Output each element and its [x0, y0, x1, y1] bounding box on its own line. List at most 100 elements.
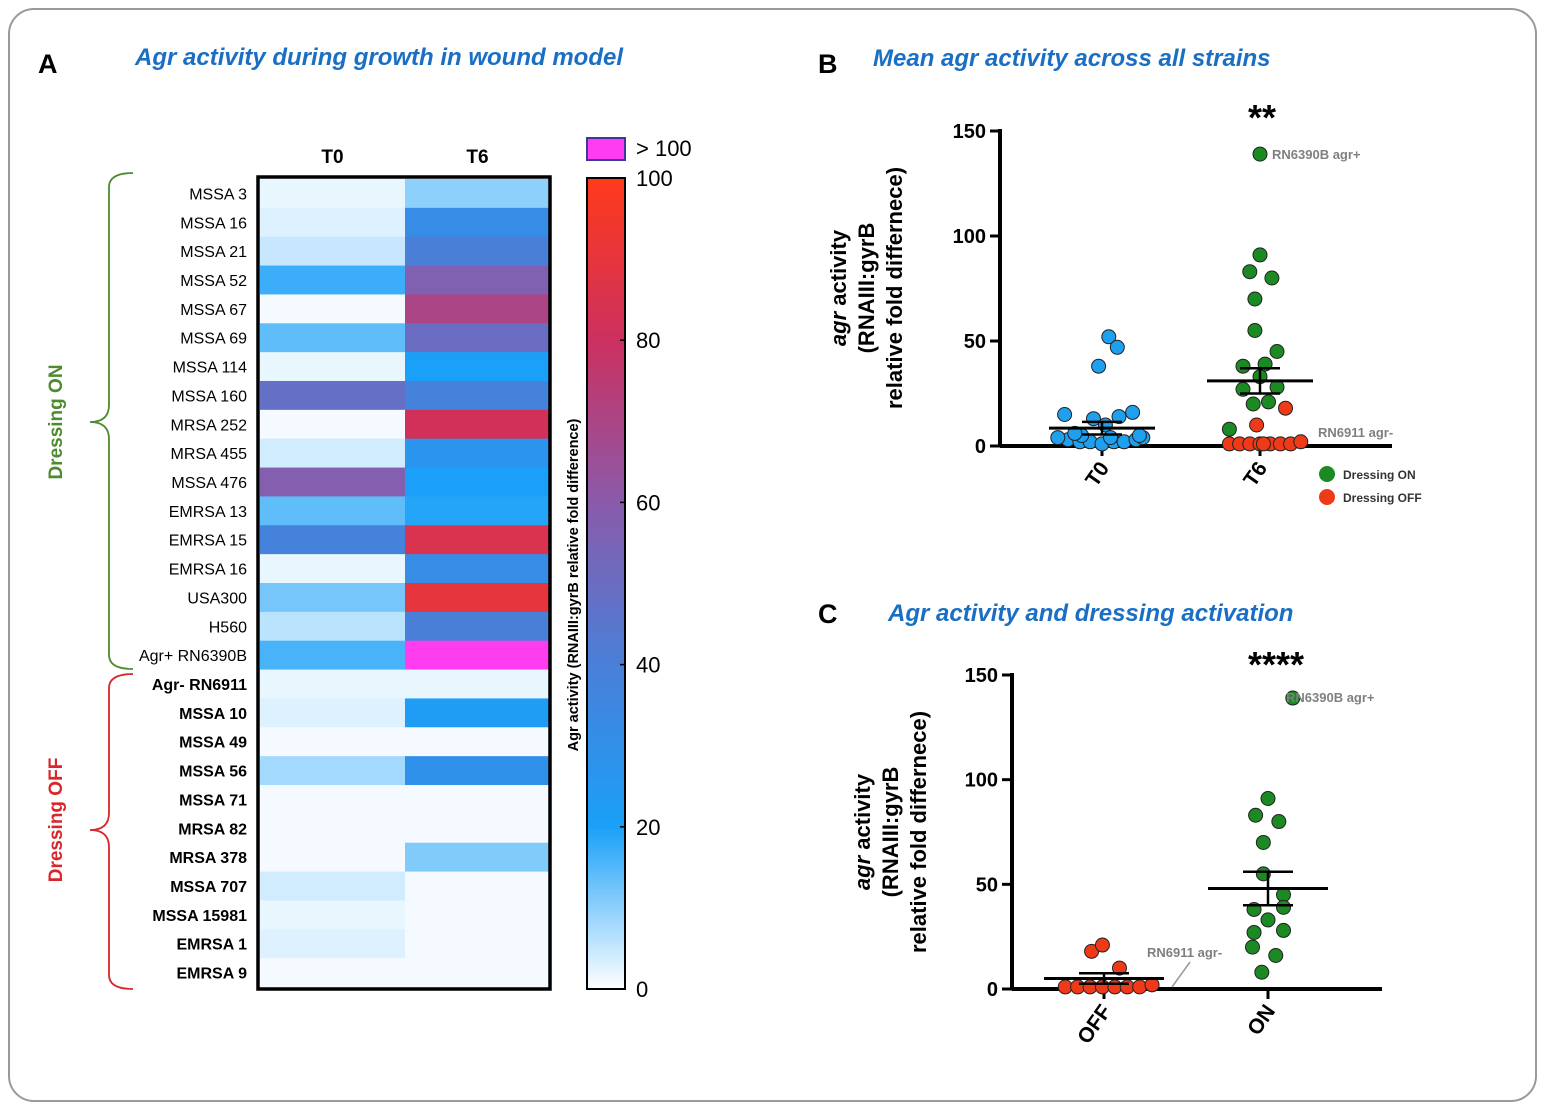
legend-dressing-off-label: Dressing OFF	[1343, 491, 1422, 505]
data-point	[1269, 344, 1285, 359]
heatmap-cell	[260, 929, 406, 959]
panel-b-ylabel: agr activity (RNAIII:gyrB relative fold …	[826, 167, 907, 409]
panel-a-title: Agr activity during growth in wound mode…	[134, 44, 624, 71]
panel-c: C Agr activity and dressing activation a…	[818, 599, 1382, 1048]
panel-c-ylabel-rest: activity	[850, 773, 875, 856]
data-point	[1101, 329, 1117, 345]
heatmap-cell	[260, 583, 406, 613]
heatmap-cell	[405, 727, 551, 757]
heatmap-cell	[405, 236, 551, 267]
heatmap-row-labels: MSSA 3 MSSA 16 MSSA 21 MSSA 52 MSSA 67 MSSA 6…	[139, 186, 247, 982]
svg-text:agr activity: agr activity	[850, 773, 875, 890]
heatmap-cell	[260, 438, 406, 469]
data-point	[1276, 922, 1291, 938]
heatmap-row-label: MSSA 56	[179, 764, 247, 781]
panel-b: B Mean agr activity across all strains a…	[818, 45, 1422, 505]
data-point	[1091, 358, 1107, 374]
heatmap-column-labels: T0 T6	[321, 147, 488, 168]
heatmap-row-label: MSSA 52	[180, 273, 247, 290]
x-tick-label: OFF	[1073, 1001, 1116, 1049]
panel-b-ylabel-line3: relative fold differnece)	[882, 167, 907, 409]
heatmap-cell	[260, 900, 406, 930]
heatmap-row-label: MRSA 82	[178, 821, 247, 838]
heatmap-cell	[260, 352, 406, 382]
heatmap-cell	[405, 294, 551, 324]
y-tick-label: 100	[965, 770, 998, 792]
panel-c-letter: C	[818, 599, 838, 629]
panel-c-title: Agr activity and dressing activation	[887, 600, 1293, 627]
heatmap-row-label: H560	[209, 619, 247, 636]
heatmap-cell	[405, 842, 551, 873]
heatmap-row-label: EMRSA 9	[176, 966, 247, 983]
data-point	[1271, 814, 1287, 830]
data-point	[1285, 690, 1301, 706]
data-point	[1249, 417, 1265, 433]
heatmap-row-label: MSSA 69	[180, 331, 247, 348]
panel-b-plot: 0 50 100 150 T0 T6	[953, 121, 1392, 491]
legend-dressing-off-marker	[1319, 489, 1335, 505]
svg-text:agr activity: agr activity	[826, 229, 851, 346]
heatmap-cell	[405, 409, 551, 440]
heatmap-cell	[405, 958, 551, 988]
x-tick-label: T6	[1239, 458, 1272, 491]
data-point	[1248, 807, 1264, 823]
heatmap-cell	[405, 929, 551, 959]
data-point	[1260, 791, 1276, 807]
panel-b-title: Mean agr activity across all strains	[873, 45, 1271, 72]
heatmap-column-label: T0	[321, 147, 343, 168]
heatmap-cell	[260, 207, 406, 238]
data-point	[1109, 339, 1125, 355]
panel-b-ylabel-rest: activity	[826, 229, 851, 312]
heatmap-row-label: MRSA 455	[171, 446, 248, 463]
data-point	[1255, 834, 1271, 850]
data-point	[1260, 912, 1276, 928]
data-point	[1242, 264, 1258, 280]
panel-b-letter: B	[818, 49, 838, 79]
heatmap-row-label: MSSA 114	[173, 360, 248, 377]
heatmap-row-label: MSSA 21	[180, 244, 247, 261]
heatmap-cell	[405, 871, 551, 901]
x-tick-label: ON	[1243, 1001, 1280, 1040]
heatmap-cell	[405, 813, 551, 844]
heatmap-cell	[260, 294, 406, 324]
heatmap-row-label: EMRSA 1	[176, 937, 247, 954]
heatmap-cell	[405, 669, 551, 699]
data-point	[1247, 291, 1263, 307]
data-point	[1247, 323, 1263, 338]
data-point	[1125, 404, 1141, 420]
colorbar-tick-label: 80	[636, 328, 660, 353]
data-point	[1094, 937, 1110, 953]
panel-b-annotation-high: RN6390B agr+	[1272, 147, 1361, 162]
data-point	[1255, 436, 1271, 452]
heatmap-row-label: MSSA 3	[189, 186, 247, 203]
colorbar-tick-label: 60	[636, 490, 660, 515]
heatmap-cell	[405, 496, 551, 526]
data-point	[1103, 430, 1118, 446]
figure-frame	[8, 8, 1537, 1102]
panel-c-ylabel-line3: relative fold differnece)	[906, 711, 931, 953]
data-point	[1132, 979, 1148, 995]
panel-a: A Agr activity during growth in wound mo…	[38, 44, 692, 1002]
heatmap-cell	[405, 785, 551, 815]
heatmap-row-label: Agr+ RN6390B	[139, 648, 247, 665]
heatmap-cell	[405, 756, 551, 786]
panel-c-ylabel: agr activity (RNAIII:gyrB relative fold …	[850, 711, 931, 953]
panel-c-annotation-low-leader	[1171, 961, 1191, 988]
heatmap-cell	[260, 323, 406, 353]
heatmap-cell	[405, 381, 551, 411]
heatmap-cell	[260, 381, 406, 411]
heatmap-cell	[260, 236, 406, 267]
colorbar	[586, 177, 626, 990]
colorbar-tick-label: 40	[636, 653, 660, 678]
heatmap-row-label: EMRSA 13	[169, 504, 247, 521]
heatmap-cell	[405, 554, 551, 584]
heatmap-border	[256, 175, 552, 991]
data-point	[1268, 948, 1284, 964]
heatmap-cell	[260, 958, 406, 988]
heatmap-cell	[260, 871, 406, 901]
data-point	[1278, 400, 1293, 416]
panel-a-letter: A	[38, 49, 58, 79]
heatmap-row-label: MSSA 49	[179, 735, 247, 752]
heatmap-row-label: EMRSA 15	[169, 533, 247, 550]
